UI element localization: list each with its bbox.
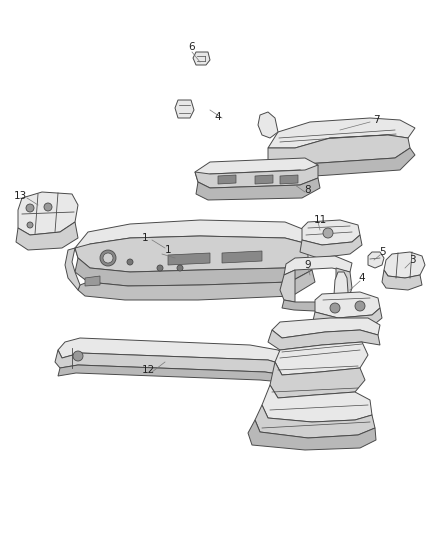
Polygon shape xyxy=(58,365,285,382)
Polygon shape xyxy=(218,175,236,184)
Circle shape xyxy=(27,222,33,228)
Polygon shape xyxy=(85,276,100,286)
Polygon shape xyxy=(300,235,362,258)
Polygon shape xyxy=(196,178,320,200)
Polygon shape xyxy=(334,272,348,300)
Polygon shape xyxy=(315,292,380,318)
Polygon shape xyxy=(282,300,348,312)
Polygon shape xyxy=(265,148,415,178)
Polygon shape xyxy=(268,135,410,165)
Text: 1: 1 xyxy=(165,245,171,255)
Circle shape xyxy=(103,253,113,263)
Polygon shape xyxy=(195,158,318,182)
Polygon shape xyxy=(175,100,194,118)
Circle shape xyxy=(330,303,340,313)
Text: 4: 4 xyxy=(359,273,365,283)
Text: 12: 12 xyxy=(141,365,155,375)
Polygon shape xyxy=(75,220,310,258)
Text: 3: 3 xyxy=(409,255,415,265)
Circle shape xyxy=(157,265,163,271)
Text: 8: 8 xyxy=(305,185,311,195)
Circle shape xyxy=(355,301,365,311)
Polygon shape xyxy=(75,236,308,272)
Polygon shape xyxy=(58,338,290,365)
Polygon shape xyxy=(195,165,318,188)
Text: 5: 5 xyxy=(379,247,385,257)
Circle shape xyxy=(100,250,116,266)
Polygon shape xyxy=(255,405,375,438)
Polygon shape xyxy=(222,251,262,263)
Polygon shape xyxy=(18,192,78,235)
Polygon shape xyxy=(368,252,384,268)
Circle shape xyxy=(177,265,183,271)
Polygon shape xyxy=(384,252,425,278)
Text: 4: 4 xyxy=(215,112,221,122)
Circle shape xyxy=(73,351,83,361)
Polygon shape xyxy=(284,256,352,275)
Polygon shape xyxy=(272,318,380,338)
Polygon shape xyxy=(280,175,298,184)
Text: 1: 1 xyxy=(141,233,148,243)
Polygon shape xyxy=(382,270,422,290)
Text: 7: 7 xyxy=(373,115,379,125)
Polygon shape xyxy=(75,258,312,286)
Circle shape xyxy=(26,204,34,212)
Text: 13: 13 xyxy=(14,191,27,201)
Polygon shape xyxy=(193,52,210,65)
Polygon shape xyxy=(268,118,415,148)
Polygon shape xyxy=(270,362,365,398)
Polygon shape xyxy=(280,270,295,302)
Text: 9: 9 xyxy=(305,260,311,270)
Circle shape xyxy=(323,228,333,238)
Polygon shape xyxy=(336,268,352,302)
Polygon shape xyxy=(302,220,360,245)
Polygon shape xyxy=(262,385,372,422)
Polygon shape xyxy=(258,112,278,138)
Polygon shape xyxy=(16,222,78,250)
Polygon shape xyxy=(312,308,382,332)
Polygon shape xyxy=(275,342,368,375)
Polygon shape xyxy=(78,270,315,300)
Polygon shape xyxy=(168,253,210,265)
Polygon shape xyxy=(65,248,80,290)
Text: 11: 11 xyxy=(313,215,327,225)
Polygon shape xyxy=(268,330,380,350)
Circle shape xyxy=(127,259,133,265)
Text: 6: 6 xyxy=(189,42,195,52)
Polygon shape xyxy=(255,175,273,184)
Polygon shape xyxy=(55,350,285,375)
Circle shape xyxy=(44,203,52,211)
Polygon shape xyxy=(248,420,376,450)
